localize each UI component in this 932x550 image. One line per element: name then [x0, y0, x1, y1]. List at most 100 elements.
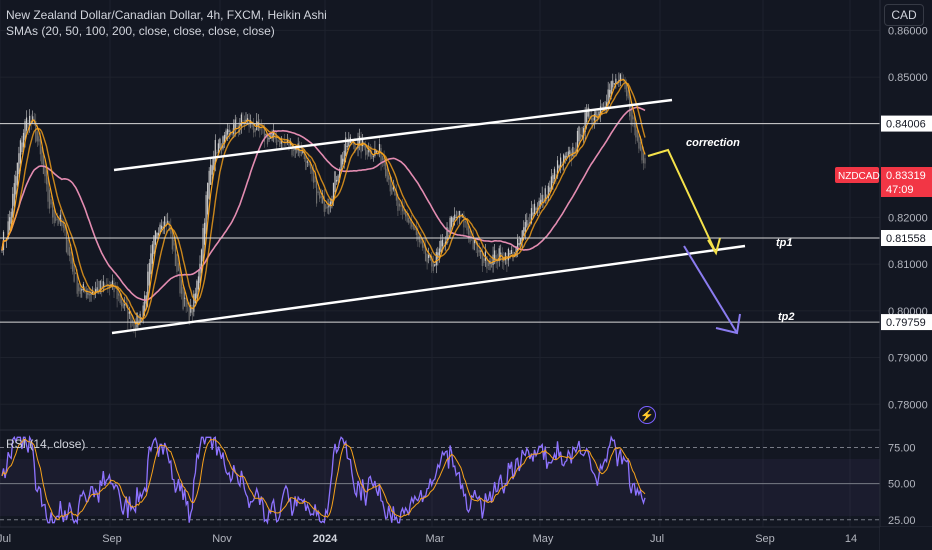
- candle-body: [576, 130, 579, 152]
- level-label-bg: [881, 115, 932, 132]
- candle-body: [96, 287, 98, 292]
- candle-body: [251, 121, 253, 128]
- candle-body: [82, 284, 84, 290]
- candle-body: [335, 179, 338, 182]
- candle-body: [81, 288, 83, 291]
- candle-body: [380, 148, 382, 164]
- candle-body: [243, 120, 246, 125]
- candle-body: [9, 217, 11, 231]
- candle-body: [305, 155, 307, 170]
- candle-body: [180, 280, 183, 294]
- candle-body: [173, 239, 175, 246]
- channel-upper-line: [113, 98, 673, 172]
- time-tick-label: Jul: [0, 533, 11, 545]
- candle-body: [388, 175, 390, 180]
- candle-body: [7, 221, 9, 240]
- candle-body: [164, 216, 166, 228]
- candle-body: [463, 214, 465, 228]
- candle-body: [207, 182, 209, 215]
- chart-title: New Zealand Dollar/Canadian Dollar, 4h, …: [6, 8, 327, 22]
- candle-body: [632, 115, 634, 120]
- candle-body: [191, 308, 193, 315]
- candle-body: [411, 221, 413, 227]
- indicator-legend[interactable]: SMAs (20, 50, 100, 200, close, close, cl…: [6, 24, 275, 38]
- candle-body: [638, 135, 640, 149]
- rsi-title[interactable]: RSI (14, close): [6, 437, 86, 451]
- candle-body: [262, 127, 264, 129]
- candle-body: [27, 124, 29, 128]
- candle-body: [131, 320, 134, 323]
- candle-body: [365, 144, 367, 156]
- candle-body: [559, 157, 562, 167]
- candle-body: [610, 81, 612, 94]
- candle-body: [111, 280, 114, 286]
- candle-body: [535, 208, 537, 210]
- candle-body: [311, 166, 313, 174]
- candle-body: [312, 169, 315, 183]
- candle-body: [68, 247, 71, 256]
- currency-button[interactable]: CAD: [884, 4, 924, 26]
- candle-body: [507, 249, 510, 261]
- candle-body: [101, 286, 103, 290]
- candle-body: [345, 137, 347, 157]
- candle-body: [339, 168, 341, 179]
- candle-body: [523, 227, 525, 236]
- candle-body: [99, 281, 101, 292]
- candle-body: [274, 132, 276, 140]
- price-axis: 0.86000 0.85000 0.84006 0.82000 0.81558 0.810…: [881, 25, 932, 411]
- candle-body: [214, 139, 216, 165]
- candle-body: [268, 137, 270, 140]
- price-tick-label: 0.79000: [888, 353, 928, 365]
- candle-body: [561, 162, 563, 164]
- candle-body: [569, 150, 571, 155]
- price-tick-label: 0.86000: [888, 25, 928, 37]
- candle-body: [458, 210, 460, 218]
- candle-body: [467, 226, 470, 235]
- sma-fast-line: [1, 78, 646, 326]
- price-badge-value-bg: [881, 167, 932, 197]
- candle-body: [306, 161, 308, 163]
- level-label: 0.79759: [886, 317, 926, 329]
- lightning-icon[interactable]: ⚡: [638, 406, 656, 424]
- candle-body: [543, 198, 545, 204]
- candle-body: [400, 205, 402, 207]
- time-tick-label: 14: [845, 533, 857, 545]
- candle-body: [607, 89, 609, 105]
- candle-body: [291, 143, 293, 156]
- candle-body: [104, 284, 106, 286]
- candle-body: [76, 273, 78, 294]
- time-axis: Jul Sep Nov 2024 Mar May Jul Sep 14: [0, 533, 857, 545]
- candle-body: [223, 134, 226, 143]
- candle-body: [403, 208, 405, 215]
- candle-body: [363, 142, 365, 148]
- candle-body: [147, 271, 149, 300]
- candle-body: [541, 194, 543, 203]
- candle-body: [391, 184, 393, 195]
- candle-body: [343, 150, 345, 162]
- candle-body: [108, 286, 111, 288]
- candle-body: [113, 283, 115, 293]
- price-badge-value: 0.83319: [886, 170, 926, 182]
- candle-body: [500, 252, 502, 255]
- candle-body: [64, 224, 66, 231]
- candle-body: [510, 249, 513, 254]
- candle-body: [75, 273, 77, 275]
- candle-body: [408, 217, 410, 223]
- candle-body: [401, 205, 404, 212]
- candle-body: [490, 262, 493, 268]
- candle-body: [418, 235, 421, 243]
- candle-body: [570, 152, 572, 161]
- candle-body: [256, 120, 258, 131]
- candle-body: [625, 84, 628, 97]
- candle-body: [334, 171, 336, 193]
- candle-body: [22, 132, 25, 148]
- candle-body: [41, 146, 43, 164]
- time-tick-label: 2024: [313, 533, 338, 545]
- candle-body: [271, 132, 273, 138]
- candle-body: [128, 311, 130, 314]
- candle-body: [171, 230, 173, 250]
- price-tick-label: 0.78000: [888, 399, 928, 411]
- rsi-tick-label: 25.00: [888, 515, 916, 527]
- candle-body: [65, 227, 68, 253]
